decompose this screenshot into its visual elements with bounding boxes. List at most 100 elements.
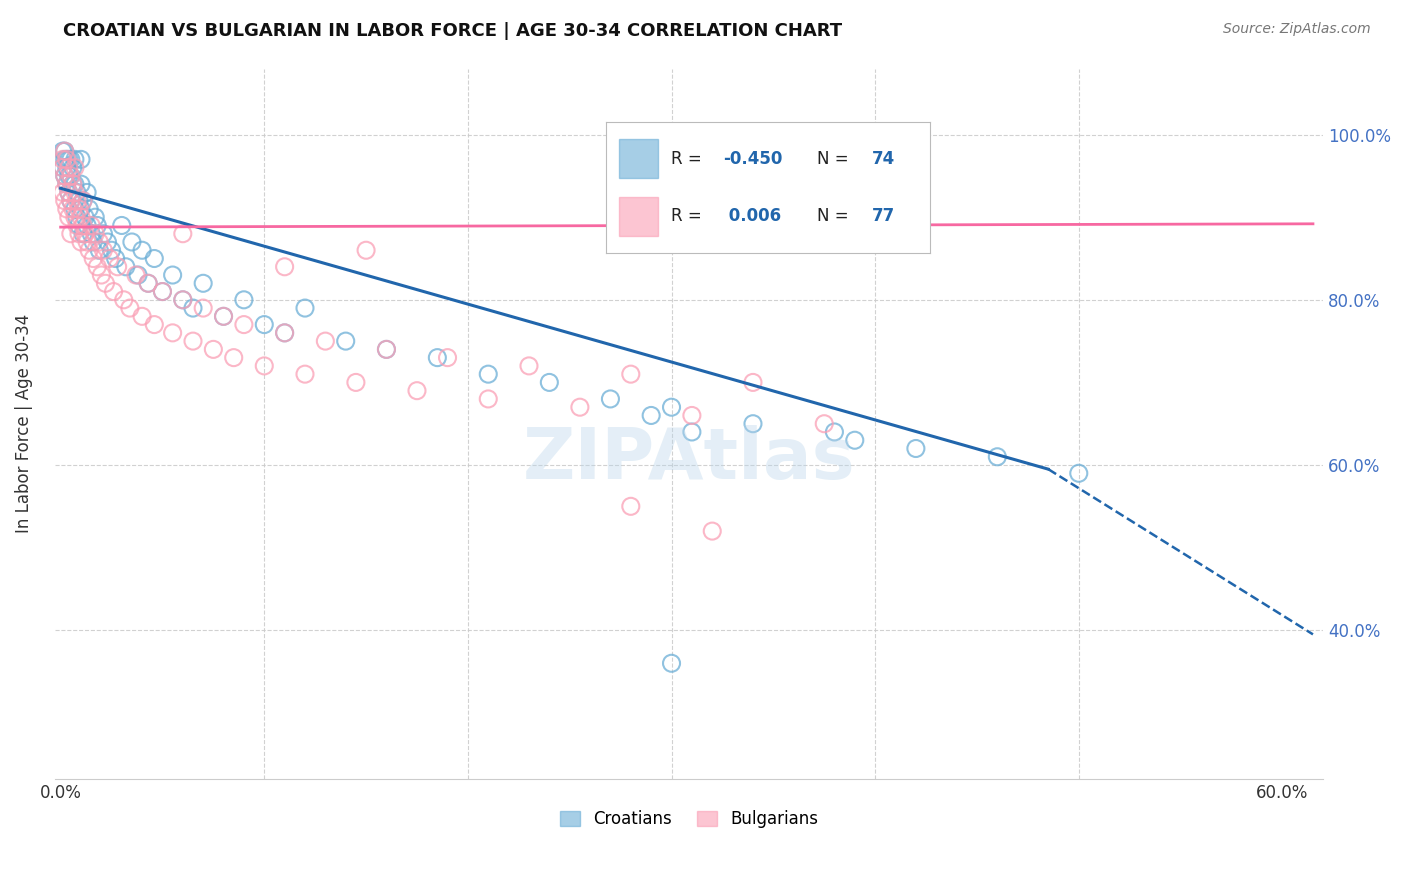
Text: ZIPAtlas: ZIPAtlas [523,425,855,494]
Point [212,310,235,324]
Point [202,343,225,357]
Point [58,211,80,225]
Point [67,194,90,208]
Point [63,177,86,191]
Point [55,177,77,191]
Point [67,219,90,233]
Point [111,219,134,233]
Point [53,194,76,208]
Point [681,409,703,423]
Point [436,351,458,365]
Point [52,144,75,158]
Point [52,161,75,175]
Point [702,524,724,538]
Point [253,318,276,332]
Point [136,277,159,291]
Point [143,318,166,332]
Point [59,194,82,208]
Point [96,235,118,249]
Point [55,202,77,216]
Text: CROATIAN VS BULGARIAN IN LABOR FORCE | AGE 30-34 CORRELATION CHART: CROATIAN VS BULGARIAN IN LABOR FORCE | A… [63,22,842,40]
Point [742,376,765,390]
Point [232,293,254,307]
Point [52,186,75,200]
Point [66,186,89,200]
Point [80,227,103,241]
Point [70,202,93,216]
Point [76,186,98,200]
Point [70,235,93,249]
Point [72,227,94,241]
Point [84,211,107,225]
Point [375,343,398,357]
Point [193,277,215,291]
Point [114,260,136,274]
Point [86,219,108,233]
Point [181,301,204,315]
Point [66,194,89,208]
Point [67,202,90,216]
Point [66,219,89,233]
Point [63,161,86,175]
Point [406,384,429,398]
Point [55,177,77,191]
Point [70,177,93,191]
Point [67,227,90,241]
Point [59,227,82,241]
Point [77,202,100,216]
Point [620,367,643,381]
Point [152,285,174,299]
Point [52,161,75,175]
Point [55,153,77,167]
Point [335,334,357,348]
Point [294,301,316,315]
Point [162,268,184,282]
Point [127,268,149,282]
Point [90,268,112,282]
Point [82,235,104,249]
Point [59,169,82,183]
Point [477,367,499,381]
Point [121,235,143,249]
Point [55,161,77,175]
Point [93,227,115,241]
Point [986,450,1008,464]
Point [661,400,683,414]
Point [172,293,194,307]
Point [107,260,129,274]
Point [77,244,100,258]
Point [89,244,111,258]
Point [104,252,127,266]
Point [599,392,621,406]
Legend: Croatians, Bulgarians: Croatians, Bulgarians [553,803,825,835]
Point [314,334,336,348]
Point [426,351,449,365]
Point [59,153,82,167]
Point [98,252,121,266]
Point [112,293,135,307]
Point [66,211,89,225]
Point [89,235,111,249]
Point [72,219,94,233]
Point [59,169,82,183]
Point [76,219,98,233]
Point [273,326,295,340]
Point [55,153,77,167]
Point [86,260,108,274]
Point [1067,467,1090,481]
Point [620,500,643,514]
Point [344,376,367,390]
Point [477,392,499,406]
Point [62,177,84,191]
Point [118,301,141,315]
Point [62,161,84,175]
Point [70,153,93,167]
Point [517,359,540,373]
Point [172,227,194,241]
Point [538,376,561,390]
Point [742,417,765,431]
Point [70,211,93,225]
Point [232,318,254,332]
Point [53,169,76,183]
Text: Source: ZipAtlas.com: Source: ZipAtlas.com [1223,22,1371,37]
